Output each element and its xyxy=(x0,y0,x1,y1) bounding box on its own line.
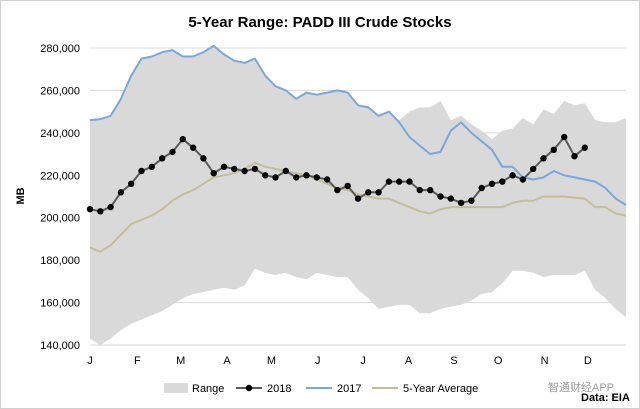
y-tick-label: 160,000 xyxy=(40,298,80,310)
y-tick-label: 140,000 xyxy=(40,340,80,352)
y-tick-label: 220,000 xyxy=(40,170,80,182)
data-point-2018 xyxy=(262,172,269,179)
legend-item-range: Range xyxy=(164,383,224,395)
legend-item-2018: 2018 xyxy=(236,383,291,395)
data-point-2018 xyxy=(117,189,125,196)
series-line-2017 xyxy=(89,44,627,206)
x-tick-label: J xyxy=(360,355,366,367)
data-point-2018 xyxy=(86,206,94,213)
data-point-2018 xyxy=(385,178,393,185)
data-point-2018 xyxy=(272,174,279,181)
series-line-5-year-average xyxy=(89,161,627,253)
x-tick-label: J xyxy=(315,355,321,367)
x-tick-label: S xyxy=(450,355,457,367)
data-point-2018 xyxy=(334,186,341,194)
y-axis-title: MB xyxy=(15,187,27,204)
data-point-2018 xyxy=(354,195,362,202)
x-tick-label: J xyxy=(87,355,93,367)
data-point-2018 xyxy=(509,172,516,179)
x-tick-label: O xyxy=(494,355,503,367)
y-tick-labels: 140,000 160,000 180,000 200,000 220,000 240,0… xyxy=(40,43,80,352)
data-point-2018 xyxy=(427,186,434,194)
legend-label-2018: 2018 xyxy=(267,383,291,395)
legend-swatch-range xyxy=(164,383,188,393)
data-point-2018 xyxy=(241,167,248,175)
data-point-2018 xyxy=(159,155,166,162)
data-point-2018 xyxy=(488,180,496,187)
data-point-2018 xyxy=(519,176,527,183)
series-markers xyxy=(86,133,588,215)
x-tick-label: F xyxy=(134,355,141,367)
data-point-2018 xyxy=(128,180,135,187)
data-point-2018 xyxy=(231,165,238,173)
data-point-2018 xyxy=(282,167,289,175)
data-point-2018 xyxy=(437,193,444,200)
legend-label-5yr-average: 5-Year Average xyxy=(403,383,478,395)
data-point-2018 xyxy=(344,182,351,190)
legend-item-2017: 2017 xyxy=(306,383,361,395)
source-note: Data: EIA xyxy=(581,392,630,404)
data-point-2018 xyxy=(581,144,588,151)
y-tick-label: 280,000 xyxy=(40,43,80,55)
data-point-2018 xyxy=(416,186,423,194)
data-point-2018 xyxy=(550,146,557,153)
data-point-2018 xyxy=(406,178,413,185)
data-point-2018 xyxy=(313,174,320,181)
data-point-2018 xyxy=(561,133,568,141)
data-point-2018 xyxy=(148,163,155,170)
data-point-2018 xyxy=(220,163,228,170)
x-tick-label: A xyxy=(405,355,413,367)
x-tick-label: D xyxy=(584,355,592,367)
data-point-2018 xyxy=(365,189,372,196)
y-tick-label: 260,000 xyxy=(40,85,80,97)
x-tick-label: N xyxy=(541,355,549,367)
x-tick-label: M xyxy=(176,355,185,367)
y-tick-label: 200,000 xyxy=(40,213,80,225)
data-point-2018 xyxy=(396,178,403,185)
legend-item-5yr-average: 5-Year Average xyxy=(372,383,478,395)
y-tick-label: 240,000 xyxy=(40,128,80,140)
legend-label-2017: 2017 xyxy=(337,383,361,395)
data-point-2018 xyxy=(169,148,176,156)
legend-swatch-2018-marker xyxy=(245,384,253,392)
chart-title: 5-Year Range: PADD III Crude Stocks xyxy=(188,14,451,31)
data-point-2018 xyxy=(179,136,186,143)
data-point-2018 xyxy=(540,155,547,162)
data-point-2018 xyxy=(97,208,104,215)
data-point-2018 xyxy=(200,155,207,162)
data-point-2018 xyxy=(251,165,259,173)
data-point-2018 xyxy=(468,197,475,204)
data-point-2018 xyxy=(138,167,145,175)
data-point-2018 xyxy=(210,170,217,177)
data-point-2018 xyxy=(447,195,454,202)
y-tick-label: 180,000 xyxy=(40,255,80,267)
legend: Range 2018 2017 5-Year Average xyxy=(164,383,478,395)
data-point-2018 xyxy=(478,184,485,192)
x-tick-label: A xyxy=(223,355,231,367)
data-point-2018 xyxy=(375,189,382,196)
legend-label-range: Range xyxy=(192,383,224,395)
x-tick-label: M xyxy=(267,355,276,367)
data-point-2018 xyxy=(457,199,465,207)
watermark-text: 智通财经APP xyxy=(548,380,614,394)
data-point-2018 xyxy=(293,174,300,181)
data-point-2018 xyxy=(499,178,506,185)
data-point-2018 xyxy=(530,165,537,173)
data-point-2018 xyxy=(107,203,114,211)
data-point-2018 xyxy=(303,172,310,179)
data-point-2018 xyxy=(189,144,197,151)
data-point-2018 xyxy=(571,153,578,160)
data-point-2018 xyxy=(323,176,331,183)
